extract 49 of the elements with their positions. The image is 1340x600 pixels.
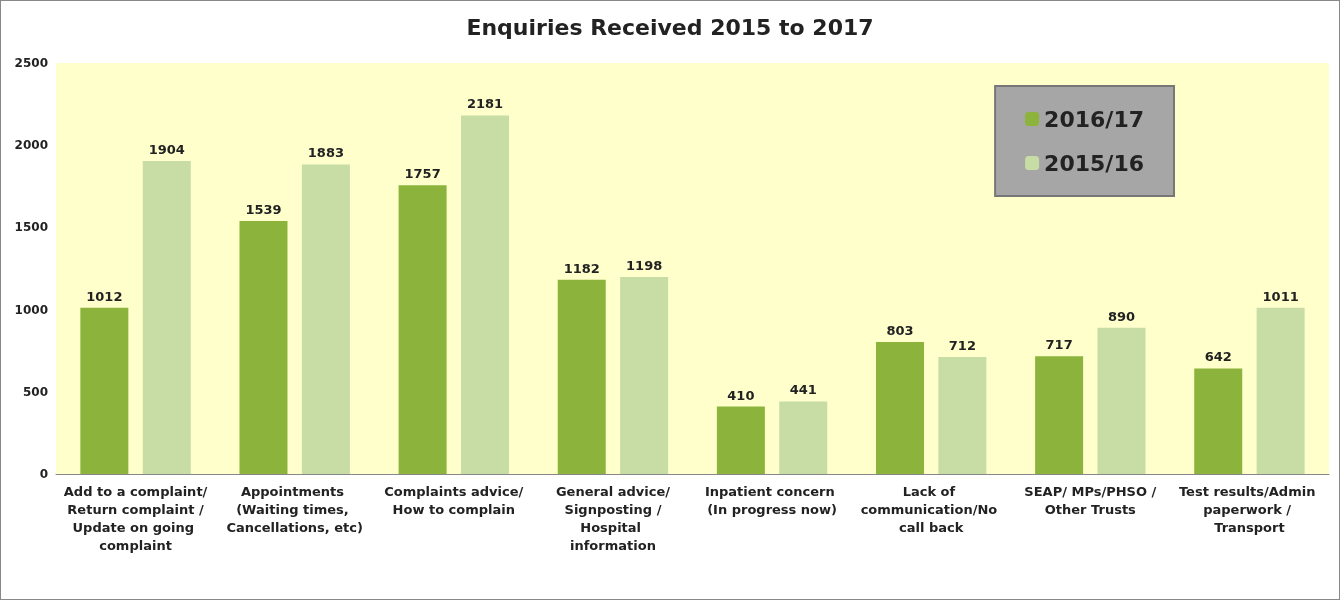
bar [1035, 356, 1084, 474]
y-tick-label: 500 [22, 384, 48, 399]
data-label: 2181 [466, 96, 504, 112]
bar [1256, 307, 1305, 474]
data-label: 1012 [86, 288, 123, 304]
bar [875, 341, 924, 474]
bar [557, 279, 606, 474]
data-label: 890 [1107, 308, 1136, 324]
x-tick-label: Inpatient concern (In progress now) [704, 483, 840, 517]
bar [620, 277, 669, 474]
legend-label: 2015/16 [1044, 150, 1145, 176]
data-label: 441 [789, 382, 817, 398]
bar [779, 401, 828, 474]
bar [461, 115, 510, 474]
data-label: 1182 [563, 260, 600, 276]
data-label: 1198 [626, 258, 663, 274]
bar [398, 185, 447, 474]
data-label: 1757 [404, 166, 441, 182]
bar [716, 406, 765, 474]
bar [1194, 368, 1243, 474]
data-label: 717 [1045, 337, 1073, 353]
bar [142, 160, 191, 474]
x-tick-label: Lack of communication/No call back [860, 483, 1002, 535]
x-tick-label: Test results/Admin paperwork / Transport [1178, 483, 1320, 535]
data-label: 410 [727, 387, 755, 403]
data-label: 803 [886, 322, 914, 338]
data-label: 1883 [307, 145, 344, 161]
x-tick-label: Appointments (Waiting times, Cancellations, etc) [226, 483, 363, 535]
y-tick-label: 1000 [14, 302, 48, 317]
y-tick-label: 2500 [14, 56, 48, 70]
chart-title: Enquiries Received 2015 to 2017 [466, 14, 874, 40]
x-tick-label: SEAP/ MPs/PHSO /Other Trusts [1024, 483, 1157, 517]
x-tick-label: Add to a complaint/Return complaint /Update on going complaint [63, 483, 208, 553]
y-tick-label: 1500 [14, 220, 48, 235]
data-label: 1904 [148, 141, 185, 157]
y-tick-label: 2000 [14, 138, 48, 153]
bar [301, 164, 350, 474]
legend-label: 2016/17 [1044, 106, 1145, 132]
x-tick-label: General advice/Signposting /Hospital information [555, 483, 671, 553]
data-label: 1539 [245, 201, 282, 217]
x-tick-label: Complaints advice/How to complain [384, 483, 524, 517]
y-tick-label: 0 [39, 467, 48, 481]
data-label: 642 [1204, 349, 1232, 365]
data-label: 1011 [1262, 288, 1299, 304]
bar [938, 356, 987, 474]
bar [1097, 327, 1146, 474]
data-label: 712 [948, 337, 976, 353]
bar [80, 307, 129, 474]
bar [239, 220, 288, 474]
